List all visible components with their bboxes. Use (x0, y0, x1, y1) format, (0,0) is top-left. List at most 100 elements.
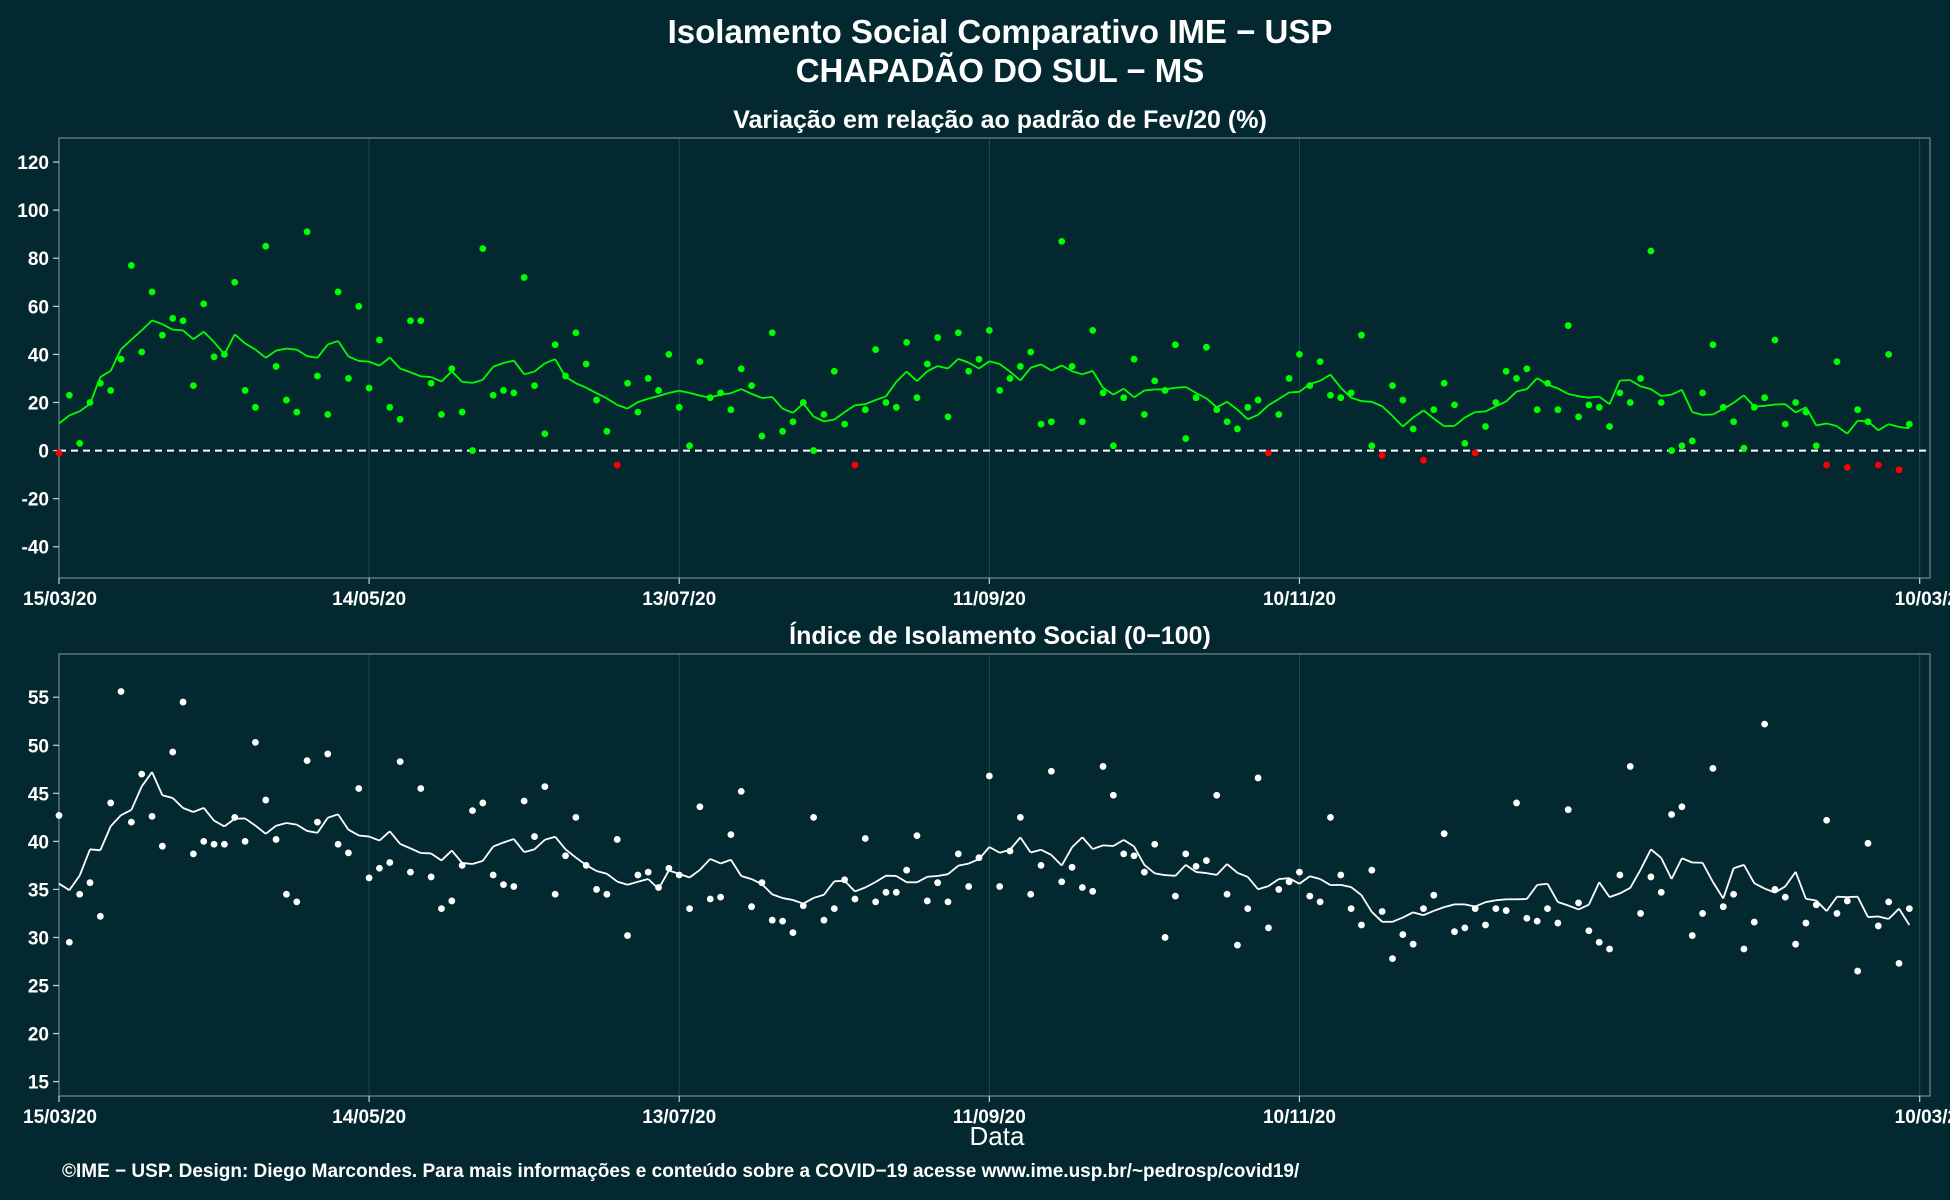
data-point (169, 748, 177, 756)
data-point (572, 813, 580, 821)
trend-line-segment (1537, 882, 1548, 886)
data-point (1109, 791, 1117, 799)
trend-line-segment (1040, 848, 1052, 856)
trend-line-segment (1298, 875, 1311, 885)
data-point (613, 461, 621, 469)
y-tick-label: 45 (28, 784, 50, 805)
trend-line-segment (616, 880, 628, 886)
data-point (603, 890, 611, 898)
trend-line-segment (1856, 896, 1869, 918)
y-tick-label: 40 (28, 832, 49, 853)
trend-line-segment (761, 396, 773, 399)
trend-line-segment (440, 370, 453, 383)
data-point (1358, 921, 1365, 929)
trend-line-segment (482, 846, 494, 862)
data-point (1254, 774, 1262, 782)
trend-line-segment (978, 360, 990, 370)
data-point (1203, 343, 1210, 351)
data-point (1347, 389, 1355, 397)
x-tick-label: 13/07/20 (642, 589, 716, 610)
trend-line-segment (1019, 836, 1032, 853)
data-point (737, 365, 745, 373)
data-point (1461, 924, 1469, 932)
data-point (407, 868, 414, 876)
data-point (1781, 420, 1789, 428)
data-point (923, 360, 931, 368)
data-point (655, 387, 662, 394)
trend-line-segment (1060, 846, 1073, 866)
data-point (179, 317, 187, 325)
data-point (1285, 375, 1293, 382)
x-tick-label: 15/03/20 (23, 1107, 97, 1128)
x-tick-label: 10/03/21 (1895, 589, 1950, 610)
data-point (737, 788, 745, 795)
panel1-plot: -40 -20 0 20 40 60 80 100 120 15/03/20 14/05/20 13/… (17, 137, 1950, 610)
trend-line-segment (637, 397, 649, 403)
trend-line-segment (1050, 364, 1063, 372)
data-point (1606, 945, 1613, 953)
trend-line-segment (399, 367, 411, 374)
data-point (262, 242, 270, 250)
data-point (345, 849, 352, 857)
data-point (179, 698, 187, 706)
trend-line-segment (1112, 387, 1125, 396)
data-point (520, 797, 528, 805)
trend-line-segment (1381, 405, 1394, 417)
data-point (189, 850, 197, 858)
trend-line-segment (1733, 394, 1745, 404)
data-point (1740, 444, 1748, 452)
data-point (1140, 411, 1148, 418)
trend-line-segment (1619, 887, 1631, 895)
trend-line-segment (1174, 864, 1187, 877)
data-point (1182, 435, 1190, 442)
trend-line-segment (668, 389, 680, 394)
data-point (469, 447, 476, 454)
trend-line-segment (627, 880, 639, 886)
trend-line-segment (254, 348, 267, 359)
trend-line-segment (1061, 364, 1073, 373)
trend-line-segment (78, 849, 91, 876)
data-point (345, 375, 352, 382)
trend-line-segment (1071, 836, 1083, 848)
trend-line-segment (1205, 397, 1218, 408)
chart-title-line1: Isolamento Social Comparativo IME − USP (668, 13, 1333, 50)
data-point (1337, 394, 1345, 402)
data-point (799, 399, 807, 406)
data-point (272, 836, 280, 843)
data-point (1719, 903, 1727, 911)
data-point (272, 363, 280, 370)
y-tick-label: 55 (28, 688, 50, 709)
data-point (872, 346, 880, 353)
panel2-title: Índice de Isolamento Social (0−100) (789, 621, 1211, 650)
data-point (1637, 375, 1644, 382)
data-point (1812, 442, 1820, 450)
data-point (1182, 850, 1190, 858)
data-point (1833, 910, 1841, 917)
data-point (1078, 418, 1086, 426)
trend-line-segment (1257, 404, 1270, 416)
data-point (1637, 910, 1644, 917)
data-point (903, 866, 911, 874)
trend-line-segment (513, 838, 525, 853)
trend-line-segment (440, 849, 453, 862)
data-point (107, 387, 115, 394)
trend-line-segment (1898, 426, 1910, 430)
trend-line-segment (1154, 872, 1166, 877)
data-point (789, 418, 797, 426)
trend-line-segment (647, 395, 659, 400)
data-point (1874, 461, 1882, 469)
data-point (944, 898, 952, 906)
data-point (1606, 423, 1613, 430)
data-point (1657, 399, 1665, 406)
data-point (1575, 413, 1582, 421)
trend-line-segment (420, 375, 432, 378)
x-tick-label: 14/05/20 (332, 589, 406, 610)
trend-line-segment (1422, 409, 1435, 420)
trend-line-segment (1412, 409, 1425, 419)
data-point (117, 355, 125, 363)
data-point (934, 879, 942, 887)
data-point (1389, 955, 1396, 962)
data-point (76, 439, 84, 447)
trend-line-segment (1247, 876, 1259, 890)
trend-line-segment (492, 841, 504, 848)
